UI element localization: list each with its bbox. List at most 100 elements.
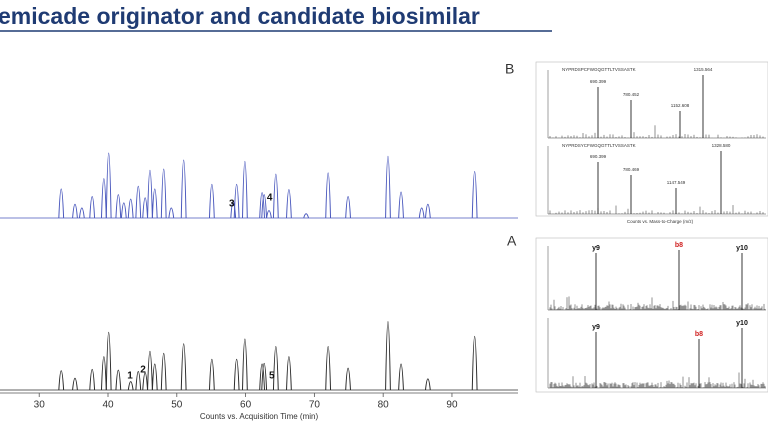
chromatograms: B 3 4 A 12 5 30 40 50 60 70 80 90 Counts vs. Acquisit…: [0, 61, 518, 421]
spectrum-peak-label: 780.469: [623, 167, 640, 172]
spectrum-peak-label: b8: [695, 331, 703, 338]
peak: [89, 368, 96, 391]
spectrum-peak-label: b8: [675, 242, 683, 249]
peak: [266, 210, 272, 219]
spectrum-noise: [549, 296, 766, 310]
spectra-frame-b: [535, 61, 768, 217]
spectrum-peak-label: 690.399: [590, 154, 607, 159]
panel-label: B: [505, 61, 514, 77]
peptide-sequence: NYPRDSYCFWGQGTTLTVSSASTK: [562, 143, 636, 148]
x-tick-label: 50: [171, 400, 183, 411]
peak: [259, 363, 265, 391]
peak: [385, 156, 391, 219]
peak: [241, 338, 248, 391]
peak: [272, 173, 279, 219]
peak-annotation: 3: [229, 199, 235, 210]
peak: [233, 183, 240, 219]
peak: [230, 200, 237, 219]
peak: [151, 363, 158, 391]
peak: [241, 161, 248, 219]
peak: [105, 332, 112, 391]
peak: [286, 356, 292, 391]
spectrum-peak-label: 1147.549: [667, 180, 686, 185]
x-tick-label: 60: [240, 400, 252, 411]
spectrum-noise: [549, 205, 764, 214]
peak: [208, 358, 215, 391]
x-tick-label: 30: [34, 400, 46, 411]
peak: [160, 352, 167, 391]
peak: [115, 194, 122, 219]
peak: [325, 172, 332, 219]
peak: [325, 346, 332, 391]
x-tick-label: 90: [446, 400, 458, 411]
peak: [168, 207, 175, 219]
spectrum-peak-label: y9: [592, 324, 600, 331]
mass-spectra: NYPRDSPCFWGQGTTLTVSSASTK 690.399 780.452 11…: [535, 61, 768, 393]
peak: [233, 358, 240, 391]
peak: [180, 343, 187, 391]
peak: [471, 336, 478, 391]
peak: [120, 202, 127, 219]
spectrum-peak-label: y10: [736, 245, 748, 252]
peak: [127, 381, 134, 391]
peak: [180, 159, 187, 219]
peak: [286, 189, 292, 219]
peak: [100, 178, 107, 219]
peak: [272, 346, 279, 391]
peak: [115, 369, 122, 391]
peak: [160, 168, 167, 219]
peptide-sequence: NYPRDSPCFWGQGTTLTVSSASTK: [562, 67, 636, 72]
peak: [58, 370, 65, 391]
peak: [424, 378, 431, 391]
peak: [72, 203, 78, 219]
peak: [385, 321, 391, 391]
peak-annotation: 1: [127, 371, 133, 382]
peak: [259, 192, 265, 219]
peak: [147, 351, 153, 391]
peak: [142, 372, 149, 391]
peak: [147, 169, 153, 219]
peak: [345, 367, 351, 391]
peak: [58, 188, 65, 219]
peak: [127, 198, 134, 219]
spectrum-noise: [549, 125, 764, 138]
spectrum-peak-label: y9: [592, 245, 600, 252]
spectrum-x-title: Counts vs. Mass-to-Charge (m/z): [627, 219, 694, 224]
spectrum-peak-label: 780.452: [623, 92, 640, 97]
peak-annotation: 4: [267, 193, 273, 204]
spectrum-noise: [549, 372, 766, 388]
peak: [142, 197, 149, 219]
peak: [418, 207, 425, 219]
peak: [261, 194, 268, 219]
spectrum-peak-label: 1315.564: [694, 67, 713, 72]
peak: [398, 191, 404, 219]
peak-annotation: 2: [140, 365, 146, 376]
x-tick-label: 80: [378, 400, 390, 411]
spectrum-peak-label: 690.399: [590, 79, 607, 84]
peak: [72, 377, 78, 391]
spectrum-peak-label: 1152.608: [671, 103, 690, 108]
peak: [105, 152, 112, 219]
x-tick-label: 40: [102, 400, 114, 411]
panel-label: A: [507, 233, 517, 249]
peak: [135, 370, 142, 391]
peak: [135, 185, 142, 219]
spectrum-peak-label: 1328.580: [712, 143, 731, 148]
peak: [398, 363, 404, 391]
peak-annotation: 5: [269, 371, 275, 382]
peak: [303, 213, 310, 219]
peak: [78, 207, 85, 219]
peak: [424, 203, 431, 219]
x-tick-label: 70: [309, 400, 321, 411]
peak: [208, 183, 215, 219]
peak: [89, 196, 96, 219]
x-axis-title: Counts vs. Acquisition Time (min): [200, 412, 319, 421]
peak: [345, 196, 351, 219]
spectrum-peak-label: y10: [736, 320, 748, 327]
peak: [261, 363, 268, 391]
peak: [151, 188, 158, 219]
peak: [100, 356, 107, 391]
peak: [471, 171, 478, 219]
slide-title: emicade originator and candidate biosimi…: [0, 3, 480, 29]
